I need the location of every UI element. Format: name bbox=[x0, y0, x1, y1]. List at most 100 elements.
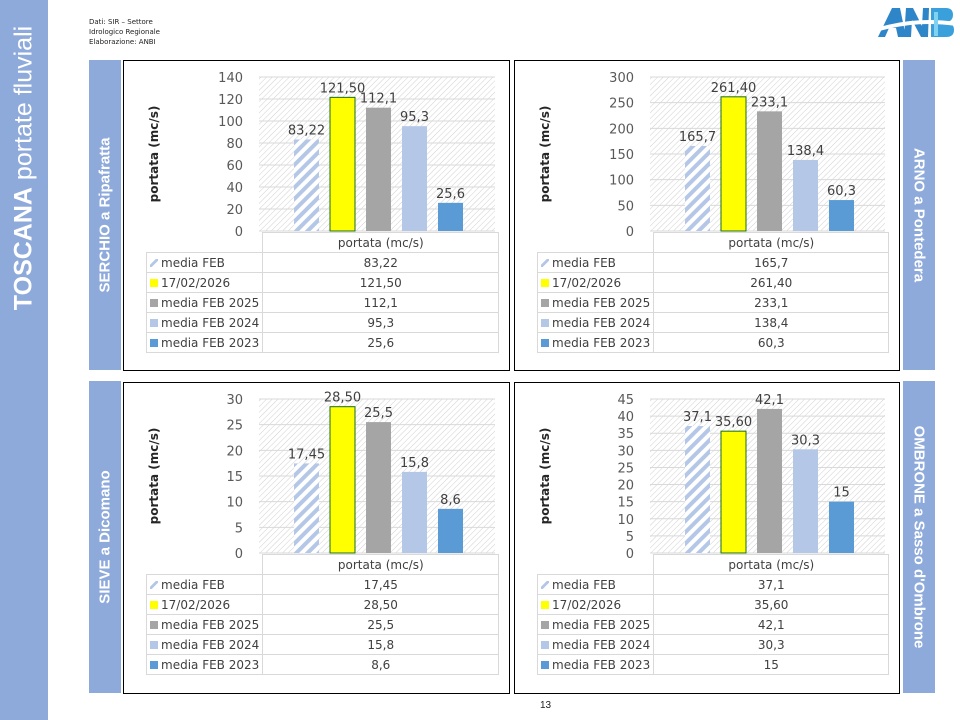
table-corner bbox=[538, 555, 654, 575]
bar-media-feb-2024 bbox=[402, 471, 427, 553]
legend-key-icon bbox=[150, 278, 158, 287]
bar-media-feb bbox=[685, 426, 710, 553]
table-value: 165,7 bbox=[653, 252, 890, 273]
legend-label: media FEB 2024 bbox=[161, 315, 260, 330]
chart-panel-arno: 0 50 100 150 200 250 300 165,7 261,40 233,1 138,4 6… bbox=[514, 60, 900, 371]
table-value: 60,3 bbox=[653, 332, 890, 353]
chart-panel-serchio: 0 20 40 60 80 100 120 140 83,22 121,50 112,1 95,3 25… bbox=[123, 60, 510, 371]
legend-key-icon bbox=[150, 660, 158, 669]
table-row: 17/02/2026 261,40 bbox=[536, 272, 890, 293]
table-row: 17/02/2026 121,50 bbox=[145, 272, 500, 293]
table-column-header: portata (mc/s) bbox=[653, 232, 890, 253]
legend-label: media FEB bbox=[161, 577, 225, 592]
table-value: 37,1 bbox=[653, 574, 890, 595]
chart-panel-sieve: 0 5 10 15 20 25 30 17,45 28,50 25,5 15,8 8,6 portata… bbox=[123, 382, 510, 694]
data-label: 138,4 bbox=[787, 144, 824, 159]
data-label: 60,3 bbox=[827, 184, 856, 199]
y-tick-label: 35 bbox=[617, 427, 634, 442]
legend-entry: 17/02/2026 bbox=[145, 594, 264, 615]
y-tick-label: 0 bbox=[626, 547, 634, 562]
legend-key-icon bbox=[541, 278, 549, 287]
table-row: media FEB 2023 15 bbox=[536, 654, 890, 675]
table-row: media FEB 17,45 bbox=[145, 574, 500, 595]
data-label: 95,3 bbox=[400, 110, 429, 125]
table-row: 17/02/2026 28,50 bbox=[145, 594, 500, 615]
y-tick-label: 40 bbox=[617, 410, 634, 425]
y-axis-label: portata (mc/s) bbox=[538, 427, 552, 525]
y-tick-label: 140 bbox=[218, 71, 243, 86]
data-table: portata (mc/s) media FEB 17,45 17/02/2026 28… bbox=[145, 554, 500, 675]
bar-media-feb-2023 bbox=[829, 501, 854, 553]
legend-entry: media FEB 2025 bbox=[536, 292, 655, 313]
table-row: media FEB 83,22 bbox=[145, 252, 500, 273]
legend-entry: media FEB 2024 bbox=[145, 634, 264, 655]
legend-key-icon bbox=[150, 338, 158, 347]
legend-label: media FEB 2023 bbox=[552, 657, 651, 672]
legend-label: media FEB bbox=[161, 255, 225, 270]
data-label: 42,1 bbox=[755, 393, 784, 408]
y-tick-label: 300 bbox=[609, 71, 634, 86]
y-tick-label: 0 bbox=[626, 225, 634, 240]
legend-label: 17/02/2026 bbox=[552, 275, 622, 290]
table-value: 15,8 bbox=[262, 634, 500, 655]
y-tick-label: 60 bbox=[226, 159, 243, 174]
legend-label: media FEB bbox=[552, 577, 616, 592]
legend-key-icon bbox=[541, 298, 549, 307]
table-value: 35,60 bbox=[653, 594, 890, 615]
y-tick-label: 40 bbox=[226, 181, 243, 196]
legend-key-icon bbox=[541, 600, 549, 609]
legend-entry: media FEB 2023 bbox=[536, 654, 655, 675]
data-table: portata (mc/s) media FEB 83,22 17/02/2026 12… bbox=[145, 232, 500, 353]
table-value: 95,3 bbox=[262, 312, 500, 333]
bar-media-feb bbox=[294, 139, 319, 231]
legend-entry: media FEB 2023 bbox=[145, 332, 264, 353]
table-value: 83,22 bbox=[262, 252, 500, 273]
legend-entry: media FEB 2024 bbox=[145, 312, 264, 333]
data-label: 15 bbox=[833, 486, 850, 501]
legend-key-icon bbox=[150, 298, 158, 307]
bar-media-feb bbox=[685, 145, 710, 231]
table-value: 8,6 bbox=[262, 654, 500, 675]
table-value: 30,3 bbox=[653, 634, 890, 655]
legend-label: media FEB 2025 bbox=[161, 295, 260, 310]
y-tick-label: 15 bbox=[226, 470, 243, 485]
y-tick-label: 20 bbox=[226, 203, 243, 218]
y-axis-label: portata (mc/s) bbox=[147, 427, 161, 525]
y-tick-label: 45 bbox=[617, 393, 634, 408]
legend-key-icon bbox=[150, 580, 158, 589]
table-column-header: portata (mc/s) bbox=[653, 554, 890, 575]
bar-media-feb-2025 bbox=[757, 408, 782, 553]
table-value: 25,6 bbox=[262, 332, 500, 353]
legend-label: 17/02/2026 bbox=[161, 597, 231, 612]
y-tick-label: 150 bbox=[609, 148, 634, 163]
table-corner bbox=[147, 555, 263, 575]
legend-entry: media FEB bbox=[145, 574, 264, 595]
y-tick-label: 15 bbox=[617, 496, 634, 511]
data-label: 261,40 bbox=[711, 81, 757, 96]
anbi-logo bbox=[876, 8, 956, 37]
table-row: media FEB 2025 233,1 bbox=[536, 292, 890, 313]
station-label-sieve: SIEVE a Dicomano bbox=[89, 381, 121, 693]
station-name: ARNO a Pontedera bbox=[910, 147, 928, 283]
y-tick-label: 200 bbox=[609, 122, 634, 137]
y-tick-label: 10 bbox=[617, 513, 634, 528]
table-row: media FEB 2023 25,6 bbox=[145, 332, 500, 353]
station-label-serchio: SERCHIO a Ripafratta bbox=[89, 60, 121, 370]
bar-media-feb-2024 bbox=[402, 126, 427, 231]
data-label: 233,1 bbox=[751, 95, 788, 110]
y-tick-label: 25 bbox=[617, 461, 634, 476]
table-row: media FEB 37,1 bbox=[536, 574, 890, 595]
data-table: portata (mc/s) media FEB 165,7 17/02/2026 26… bbox=[536, 232, 890, 353]
legend-entry: media FEB bbox=[536, 574, 655, 595]
y-tick-label: 25 bbox=[226, 419, 243, 434]
legend-entry: media FEB 2025 bbox=[145, 614, 264, 635]
table-value: 121,50 bbox=[262, 272, 500, 293]
data-label: 25,5 bbox=[364, 406, 393, 421]
bar-media-feb bbox=[294, 463, 319, 553]
table-row: media FEB 2024 15,8 bbox=[145, 634, 500, 655]
y-tick-label: 5 bbox=[626, 530, 634, 545]
data-label: 37,1 bbox=[683, 410, 712, 425]
bar-media-feb-2025 bbox=[757, 111, 782, 231]
